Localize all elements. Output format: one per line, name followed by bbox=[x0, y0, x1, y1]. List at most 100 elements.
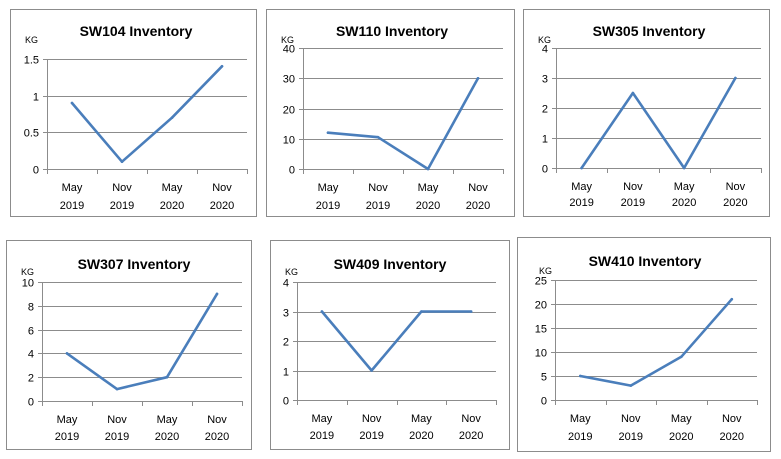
chart-sw410: SW410 Inventory KG 0 5 10 15 20 25 May 2019 Nov 201… bbox=[535, 253, 758, 443]
y-tick-label: 10 bbox=[535, 348, 547, 360]
data-point bbox=[730, 297, 734, 301]
y-tick-label: 1.5 bbox=[24, 55, 39, 67]
data-point bbox=[220, 65, 224, 68]
y-unit-label: KG bbox=[285, 267, 298, 277]
y-tick-label: 4 bbox=[283, 278, 289, 290]
x-tick-label: May bbox=[162, 182, 183, 194]
y-tick-label: 6 bbox=[28, 326, 34, 338]
chart-title: SW110 Inventory bbox=[336, 23, 448, 39]
series-line bbox=[580, 76, 737, 170]
x-tick-label-year: 2020 bbox=[669, 431, 693, 443]
chart-sw104: SW104 Inventory KG 0 0.5 1 1.5 May 2019 Nov 2019 M… bbox=[24, 23, 248, 212]
x-tick-label-year: 2019 bbox=[619, 431, 643, 443]
data-point bbox=[682, 166, 686, 170]
x-tick-label-year: 2019 bbox=[310, 430, 334, 442]
x-tick-label: Nov bbox=[726, 181, 746, 193]
x-tick-label-year: 2019 bbox=[110, 200, 134, 212]
y-tick-label: 4 bbox=[28, 349, 34, 361]
y-tick-label: 5 bbox=[541, 372, 547, 384]
chart-title: SW104 Inventory bbox=[80, 23, 193, 39]
y-tick-label: 10 bbox=[283, 135, 295, 147]
x-tick-label-year: 2019 bbox=[55, 431, 79, 443]
y-tick-label: 0.5 bbox=[24, 128, 39, 140]
x-tick-label-year: 2019 bbox=[366, 200, 390, 212]
x-tick-label-year: 2019 bbox=[621, 197, 645, 209]
x-tick-label: May bbox=[411, 413, 432, 425]
data-point bbox=[469, 310, 473, 313]
data-point bbox=[376, 135, 380, 139]
data-point bbox=[476, 77, 480, 80]
data-point bbox=[120, 160, 124, 163]
x-tick-label-year: 2020 bbox=[723, 197, 747, 209]
data-point bbox=[326, 131, 330, 134]
x-tick-label-year: 2020 bbox=[155, 431, 179, 443]
y-unit-label: KG bbox=[21, 267, 34, 277]
y-tick-label: 25 bbox=[535, 276, 547, 288]
x-tick-label-year: 2020 bbox=[466, 200, 490, 212]
x-tick-label-year: 2020 bbox=[160, 200, 184, 212]
chart-panel-sw410: SW410 Inventory KG 0 5 10 15 20 25 May 2019 Nov 201… bbox=[517, 237, 771, 452]
chart-sw110: SW110 Inventory KG 0 10 20 30 40 May 2019 Nov 2019… bbox=[281, 23, 504, 212]
data-point bbox=[320, 310, 324, 313]
y-tick-label: 2 bbox=[542, 104, 548, 116]
x-tick-label: May bbox=[571, 181, 592, 193]
x-tick-label: May bbox=[62, 182, 83, 194]
y-tick-label: 40 bbox=[283, 44, 295, 56]
data-point bbox=[629, 384, 633, 387]
x-tick-label: Nov bbox=[107, 414, 127, 426]
series-line bbox=[65, 292, 219, 391]
data-point bbox=[426, 167, 430, 171]
y-tick-label: 1 bbox=[283, 367, 289, 379]
chart-title: SW307 Inventory bbox=[78, 256, 191, 272]
data-point bbox=[680, 355, 683, 359]
y-tick-label: 0 bbox=[28, 397, 34, 409]
x-tick-label-year: 2019 bbox=[359, 430, 383, 442]
y-unit-label: KG bbox=[539, 266, 552, 276]
x-tick-label-year: 2020 bbox=[720, 431, 744, 443]
x-tick-label: May bbox=[671, 413, 692, 425]
x-tick-label-year: 2020 bbox=[672, 197, 696, 209]
y-tick-label: 1 bbox=[33, 92, 39, 104]
x-tick-label-year: 2020 bbox=[409, 430, 433, 442]
y-unit-label: KG bbox=[25, 35, 38, 45]
chart-title: SW410 Inventory bbox=[589, 253, 702, 269]
y-tick-label: 15 bbox=[535, 324, 547, 336]
series-line bbox=[326, 77, 480, 171]
x-tick-label: May bbox=[311, 413, 332, 425]
data-point bbox=[580, 166, 583, 170]
chart-panel-sw104: SW104 Inventory KG 0 0.5 1 1.5 May 2019 Nov 2019 M… bbox=[10, 9, 257, 217]
data-point bbox=[170, 116, 174, 119]
x-tick-label: May bbox=[318, 182, 339, 194]
chart-title: SW409 Inventory bbox=[334, 256, 447, 272]
y-tick-label: 30 bbox=[283, 74, 295, 86]
x-tick-label: Nov bbox=[468, 182, 488, 194]
x-tick-label: Nov bbox=[112, 182, 132, 194]
x-tick-label: May bbox=[418, 182, 439, 194]
data-point bbox=[65, 352, 69, 355]
y-tick-label: 0 bbox=[541, 396, 547, 408]
data-point bbox=[734, 76, 737, 80]
x-tick-label-year: 2019 bbox=[316, 200, 340, 212]
y-tick-label: 10 bbox=[22, 278, 34, 290]
y-tick-label: 3 bbox=[283, 308, 289, 320]
x-tick-label: Nov bbox=[207, 414, 227, 426]
y-tick-label: 20 bbox=[535, 300, 547, 312]
y-tick-label: 8 bbox=[28, 302, 34, 314]
x-tick-label: Nov bbox=[212, 182, 232, 194]
x-tick-label-year: 2019 bbox=[105, 431, 129, 443]
chart-panel-sw110: SW110 Inventory KG 0 10 20 30 40 May 2019 Nov 2019… bbox=[266, 9, 515, 217]
chart-title: SW305 Inventory bbox=[593, 23, 706, 39]
chart-sw409: SW409 Inventory KG 0 1 2 3 4 May 2019 Nov 2019 May 2… bbox=[283, 256, 497, 442]
x-tick-label-year: 2019 bbox=[568, 431, 592, 443]
y-unit-label: KG bbox=[281, 35, 294, 45]
x-tick-label-year: 2020 bbox=[416, 200, 440, 212]
chart-sw307: SW307 Inventory KG 0 2 4 6 8 10 May 2019 Nov 2019 Ma… bbox=[21, 256, 243, 443]
y-tick-label: 0 bbox=[283, 396, 289, 408]
x-tick-label-year: 2020 bbox=[205, 431, 229, 443]
x-tick-label: Nov bbox=[368, 182, 388, 194]
chart-panel-sw305: SW305 Inventory KG 0 1 2 3 4 May 2019 Nov 2019 May 2… bbox=[523, 9, 770, 217]
x-tick-label: May bbox=[57, 414, 78, 426]
x-tick-label: May bbox=[157, 414, 178, 426]
y-tick-label: 4 bbox=[542, 44, 548, 56]
x-tick-label: May bbox=[674, 181, 695, 193]
